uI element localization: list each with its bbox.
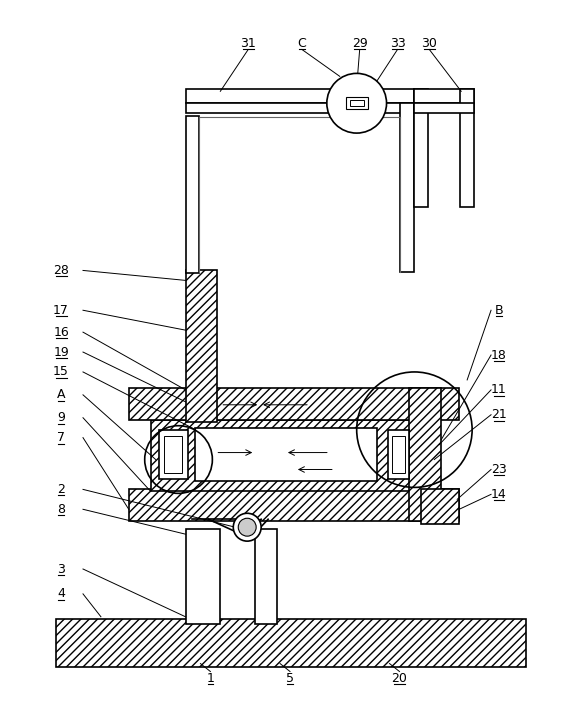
Text: C: C <box>297 37 306 50</box>
Bar <box>460 90 474 206</box>
Text: B: B <box>495 304 503 317</box>
Bar <box>164 435 182 474</box>
Text: 4: 4 <box>57 588 65 601</box>
Bar <box>159 430 189 479</box>
Bar <box>421 490 459 524</box>
Text: 3: 3 <box>57 562 65 575</box>
Text: 19: 19 <box>53 346 69 359</box>
Text: 15: 15 <box>53 365 69 378</box>
Bar <box>186 103 414 113</box>
Bar <box>400 103 414 272</box>
Bar <box>255 529 277 624</box>
Bar <box>151 419 421 492</box>
Text: 29: 29 <box>352 37 368 50</box>
Bar <box>346 97 368 109</box>
Bar <box>129 388 459 419</box>
Bar <box>414 90 474 103</box>
Bar <box>196 427 377 482</box>
Bar <box>392 435 406 474</box>
Text: 20: 20 <box>392 672 407 685</box>
Bar <box>414 90 428 206</box>
Text: 30: 30 <box>421 37 437 50</box>
Text: 9: 9 <box>57 412 65 425</box>
Text: 11: 11 <box>491 383 507 396</box>
Bar <box>409 388 441 521</box>
Text: 21: 21 <box>491 408 507 421</box>
Text: 1: 1 <box>207 672 214 685</box>
Text: 16: 16 <box>53 326 69 339</box>
Text: 28: 28 <box>53 264 69 277</box>
Text: 2: 2 <box>57 483 65 496</box>
Text: 5: 5 <box>286 672 294 685</box>
Bar <box>350 100 364 106</box>
Bar <box>186 116 200 274</box>
Text: 14: 14 <box>491 488 507 501</box>
Text: 33: 33 <box>389 37 406 50</box>
Circle shape <box>238 518 256 536</box>
Circle shape <box>327 74 386 133</box>
Bar <box>186 529 221 624</box>
Text: 18: 18 <box>491 349 507 362</box>
Text: 23: 23 <box>491 463 507 476</box>
Text: A: A <box>57 388 65 401</box>
Text: 8: 8 <box>57 503 65 516</box>
Text: 17: 17 <box>53 304 69 317</box>
Bar <box>388 430 409 479</box>
Text: 31: 31 <box>240 37 256 50</box>
Text: 7: 7 <box>57 431 65 444</box>
Bar <box>414 103 474 113</box>
Bar <box>186 271 217 422</box>
Bar <box>186 90 414 103</box>
Circle shape <box>233 513 261 541</box>
Bar <box>56 619 526 666</box>
Bar <box>129 490 459 521</box>
